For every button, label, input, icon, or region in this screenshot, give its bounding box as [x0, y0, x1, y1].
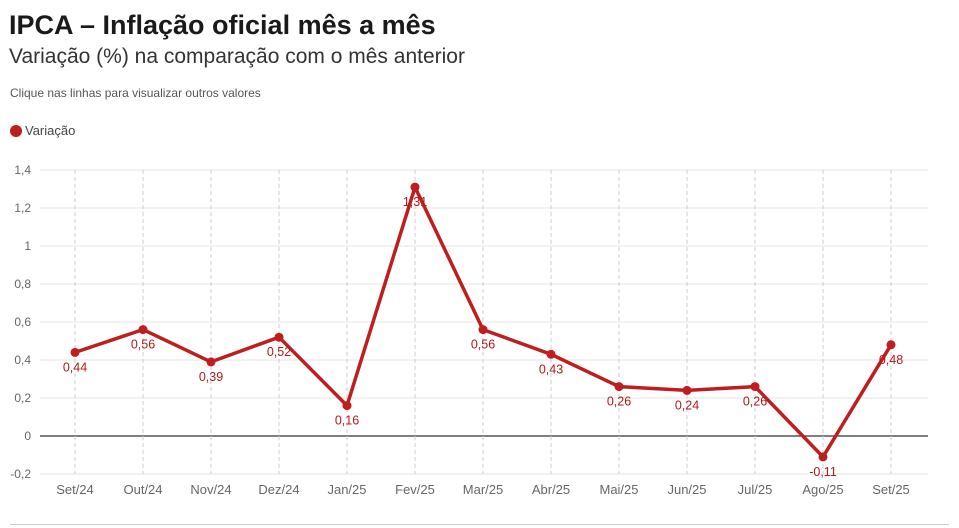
x-tick-label: Ago/25: [802, 482, 843, 497]
data-label: 0,39: [199, 370, 223, 384]
data-label: 0,24: [675, 398, 699, 412]
data-point: [70, 347, 80, 357]
y-tick-label: 1,2: [14, 201, 31, 215]
data-label: 0,16: [335, 414, 359, 428]
chart-subtitle: Variação (%) na comparação com o mês ant…: [9, 45, 465, 68]
data-point: [750, 382, 760, 392]
data-point: [478, 325, 488, 335]
data-label: 0,43: [539, 362, 563, 376]
data-point: [342, 401, 352, 411]
data-point: [818, 452, 828, 462]
legend-label: Variação: [25, 123, 76, 138]
data-label: 0,26: [607, 395, 631, 409]
data-point: [138, 325, 148, 335]
chart-legend[interactable]: Variação: [10, 123, 75, 138]
x-tick-label: Set/24: [56, 482, 94, 497]
x-tick-label: Fev/25: [395, 482, 435, 497]
data-label: 0,48: [879, 353, 903, 367]
data-point: [410, 182, 420, 192]
chart-title: IPCA – Inflação oficial mês a mês: [9, 10, 436, 40]
data-point: [274, 332, 284, 342]
data-label: 0,56: [131, 338, 155, 352]
x-tick-label: Abr/25: [532, 482, 570, 497]
x-tick-label: Out/24: [123, 482, 162, 497]
y-tick-label: 0: [24, 429, 31, 443]
data-label: 0,44: [63, 360, 87, 374]
chart-note: Clique nas linhas para visualizar outros…: [10, 86, 261, 100]
data-point: [206, 357, 216, 367]
data-label: -0,11: [809, 465, 837, 479]
data-label: 0,56: [471, 338, 495, 352]
data-point: [886, 340, 896, 350]
y-tick-label: 0,2: [14, 391, 31, 405]
data-label: 1,31: [403, 195, 427, 209]
x-tick-label: Set/25: [872, 482, 910, 497]
data-label: 0,52: [267, 345, 291, 359]
y-tick-label: 0,6: [14, 315, 31, 329]
y-tick-label: 1,4: [14, 163, 31, 177]
circle-icon: [10, 124, 22, 137]
data-point: [614, 382, 624, 392]
data-label: 0,26: [743, 395, 767, 409]
data-point: [546, 349, 556, 359]
y-tick-label: -0,2: [10, 467, 31, 481]
x-tick-label: Dez/24: [258, 482, 299, 497]
x-tick-label: Nov/24: [190, 482, 231, 497]
y-tick-label: 0,4: [14, 353, 31, 367]
y-tick-label: 1: [24, 239, 31, 253]
x-tick-label: Jul/25: [738, 482, 773, 497]
x-tick-label: Jun/25: [667, 482, 706, 497]
x-tick-label: Jan/25: [327, 482, 366, 497]
y-tick-label: 0,8: [14, 277, 31, 291]
x-tick-label: Mar/25: [463, 482, 503, 497]
x-tick-label: Mai/25: [599, 482, 638, 497]
data-point: [682, 385, 692, 395]
bottom-divider: [10, 524, 949, 525]
